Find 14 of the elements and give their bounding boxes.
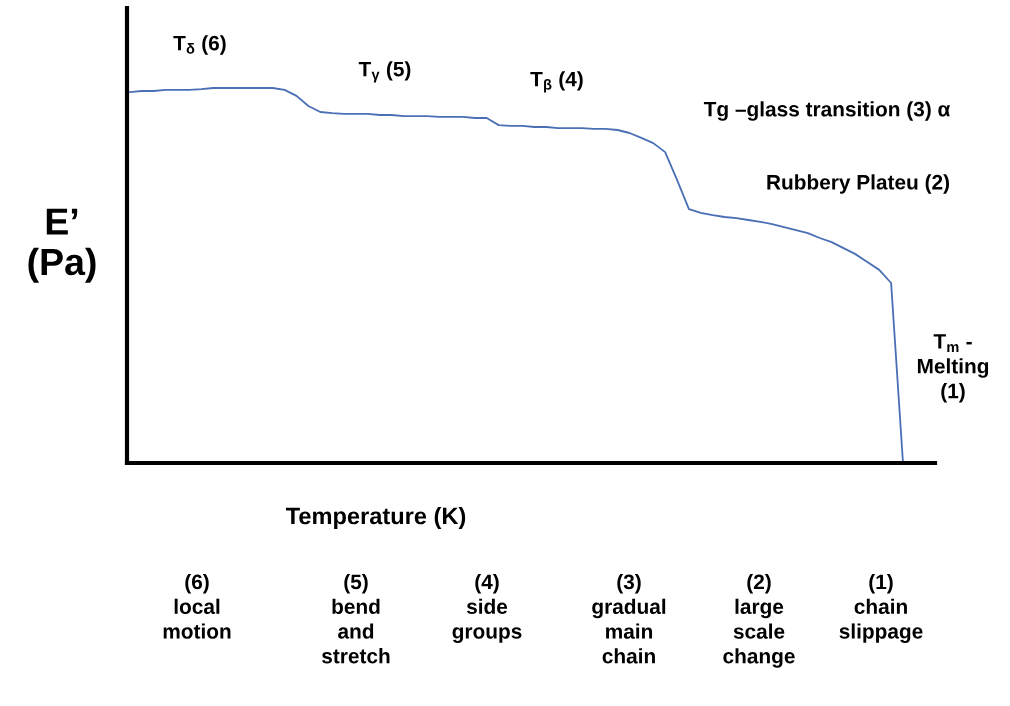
text: (2) large scale change [723, 574, 795, 668]
text: (5) bend and stretch [322, 574, 390, 664]
text: (6) local motion [163, 574, 231, 639]
y-axis-title: E’ (Pa) [28, 208, 96, 283]
text: (3) gradual main chain [592, 574, 666, 664]
text: T$_{γ}$ (5) [358, 61, 411, 83]
annotation: Tg –glass transition (3) α [703, 101, 951, 121]
annotation: Rubbery Plateu (2) [767, 174, 949, 194]
text: T$_{m}$ - Melting (1) [917, 334, 989, 403]
text: T$_{δ}$ (6) [173, 35, 226, 55]
x-axis-title: Temperature (K) [285, 506, 466, 529]
annotation: T$_{β}$ (4) [530, 71, 583, 93]
text: (1) chain slippage [839, 574, 923, 643]
text: (4) side groups [452, 574, 522, 643]
